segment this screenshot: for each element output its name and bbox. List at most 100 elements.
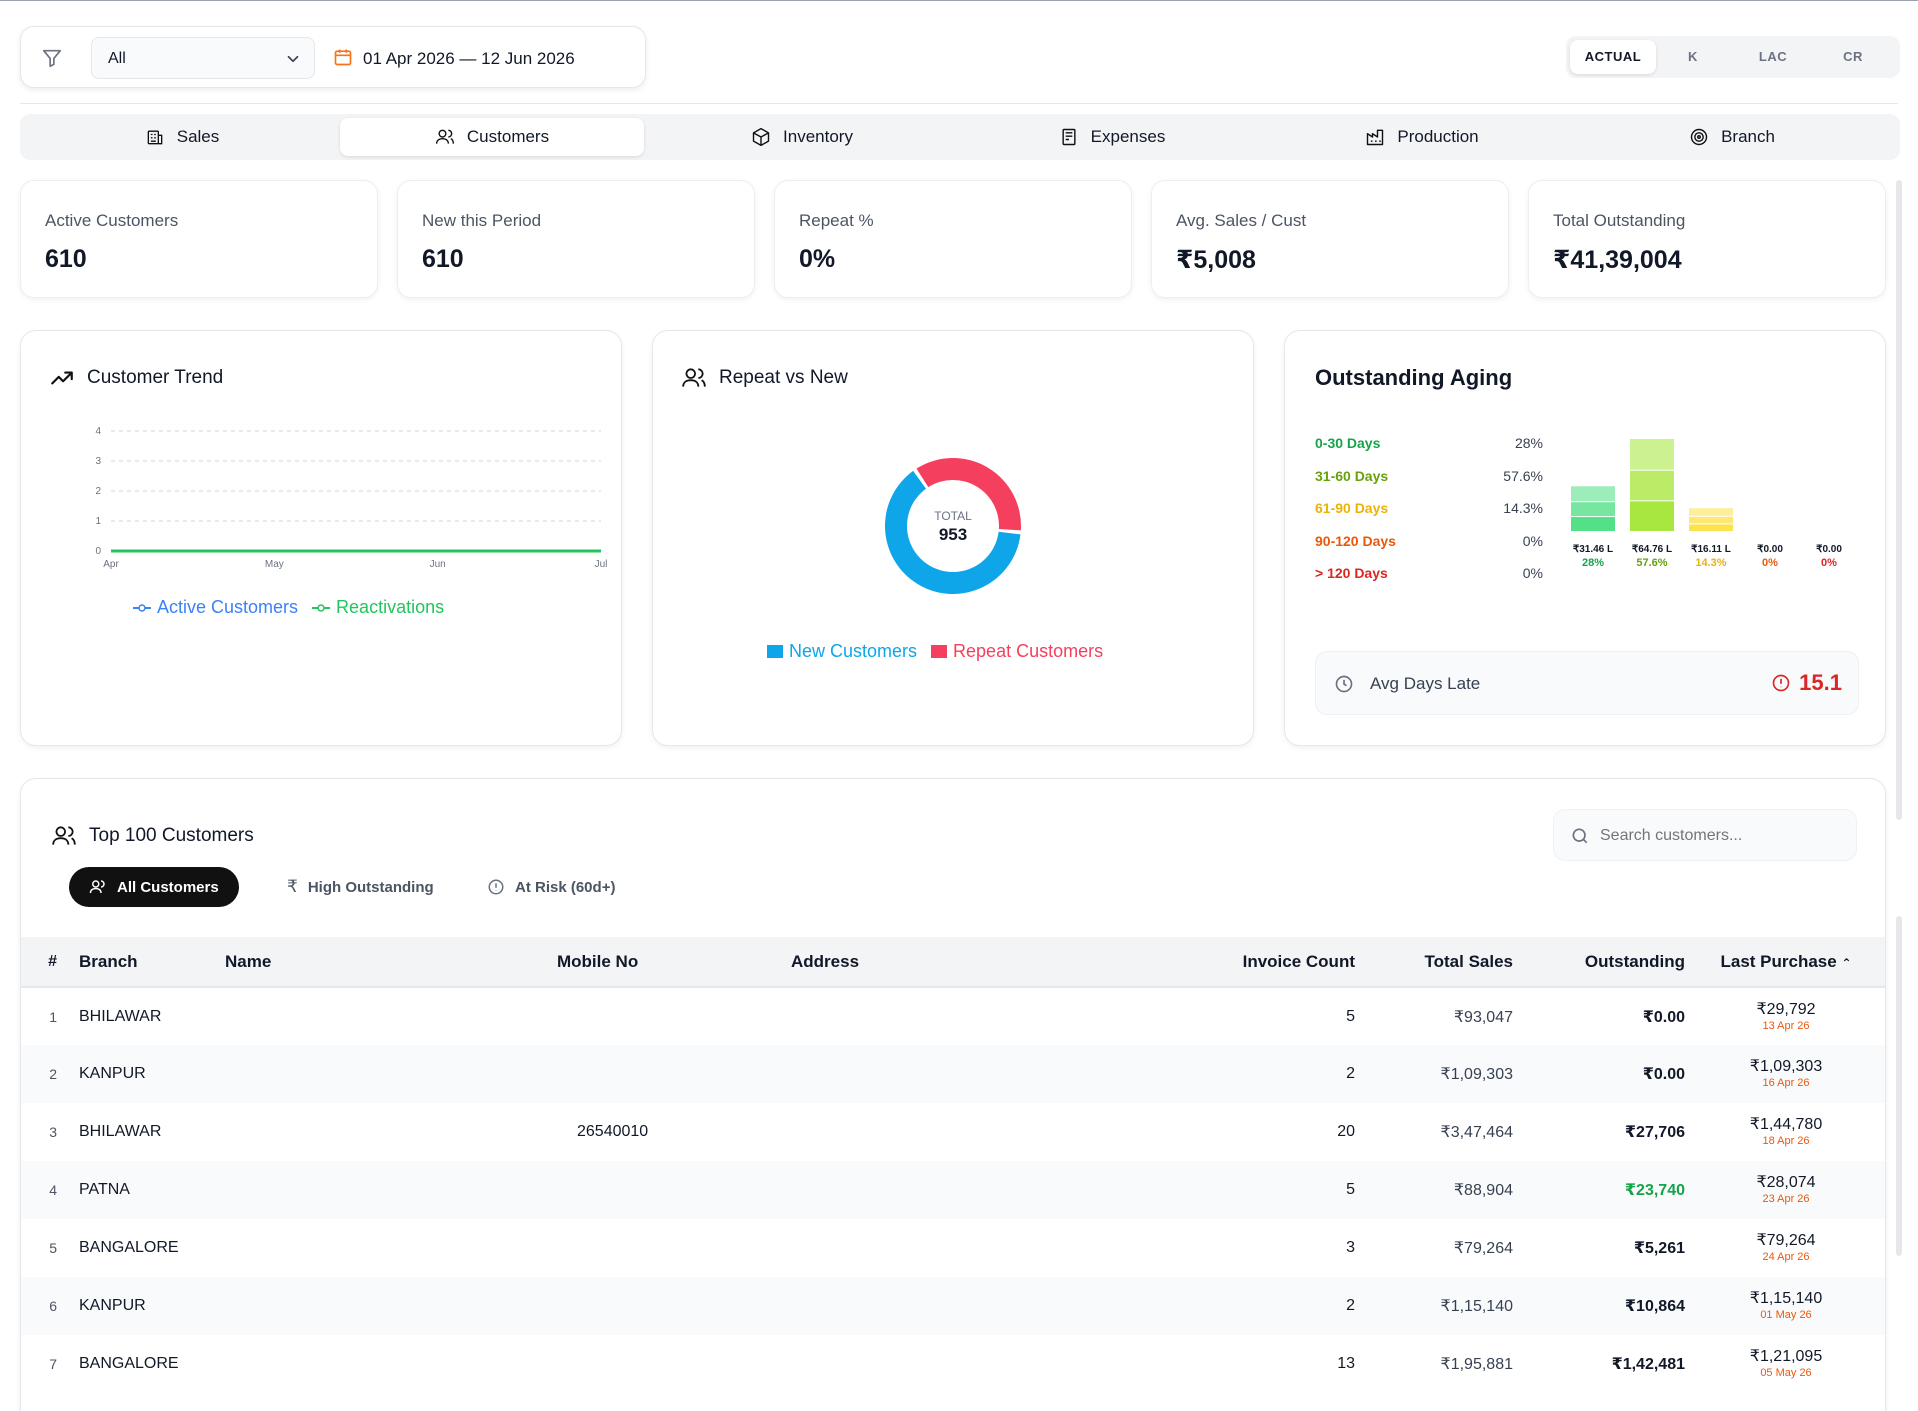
aging-bar-segment[interactable] (1571, 517, 1615, 531)
legend-swatch (767, 645, 783, 658)
col-total-sales[interactable]: Total Sales (1355, 937, 1513, 988)
donut-slice-repeat-customers[interactable] (916, 458, 1021, 531)
aging-pct-61-90: 14.3% (1503, 500, 1543, 516)
cell-outstanding: ₹0.00 (1642, 1066, 1685, 1083)
cell-invoice-count: 13 (1337, 1355, 1355, 1372)
col-branch[interactable]: Branch (67, 937, 225, 988)
filter-icon[interactable] (41, 47, 63, 69)
receipt-icon (1062, 128, 1076, 146)
x-tick-label: Jun (430, 559, 446, 570)
cell-mobile (557, 1161, 791, 1219)
aging-bar-segment[interactable] (1571, 502, 1615, 517)
cell-invoice-count: 3 (1346, 1239, 1355, 1256)
filter-high-outstanding[interactable]: ₹ High Outstanding (267, 867, 454, 907)
tab-customers[interactable]: Customers (340, 118, 644, 156)
unit-lac[interactable]: LAC (1758, 49, 1788, 64)
aging-bar-amount: ₹16.11 L (1691, 544, 1731, 555)
aging-bar-segment[interactable] (1689, 516, 1733, 524)
kpi-value: 0% (799, 245, 836, 273)
table-row[interactable]: 6 KANPUR 2 ₹1,15,140 ₹10,864 ₹1,15,140 01 May … (21, 1277, 1885, 1335)
unit-k[interactable]: K (1688, 49, 1698, 64)
legend-repeat-customers[interactable]: Repeat Customers (931, 641, 1103, 662)
top-customers-card: Top 100 Customers All Customers ₹ High O… (20, 778, 1886, 1411)
filter-at-risk[interactable]: At Risk (60d+) (467, 867, 635, 907)
cell-last-purchase: ₹1,21,095 05 May 26 (1685, 1335, 1885, 1393)
col-mobile[interactable]: Mobile No (557, 937, 791, 988)
legend-new-customers[interactable]: New Customers (767, 641, 917, 662)
col-address[interactable]: Address (791, 937, 1227, 988)
search-input[interactable] (1600, 822, 1840, 850)
last-purchase-amount: ₹1,09,303 (1749, 1058, 1823, 1075)
kpi-label: Avg. Sales / Cust (1176, 211, 1307, 230)
unit-actual[interactable]: ACTUAL (1570, 40, 1656, 74)
tab-inventory[interactable]: Inventory (650, 118, 954, 156)
clock-icon (1335, 675, 1353, 693)
tab-branch[interactable]: Branch (1580, 118, 1884, 156)
box-icon (752, 127, 770, 147)
col-last-purchase[interactable]: Last Purchase ⌃ (1685, 937, 1885, 988)
col-name[interactable]: Name (225, 937, 557, 988)
cell-outstanding: ₹0.00 (1642, 1008, 1685, 1026)
aging-bar-segment[interactable] (1571, 486, 1615, 502)
cell-mobile (557, 1277, 791, 1335)
donut-slice-new-customers[interactable] (885, 470, 1021, 594)
cell-last-purchase: ₹29,792 13 Apr 26 (1685, 987, 1885, 1045)
aging-bar-segment[interactable] (1689, 524, 1733, 531)
last-purchase-amount: ₹29,792 (1756, 1000, 1816, 1018)
cell-last-purchase: ₹79,264 24 Apr 26 (1685, 1219, 1885, 1277)
sort-up-icon: ⌃ (1841, 955, 1852, 970)
module-tabs: Sales Customers Inventory Expenses Produ… (20, 114, 1900, 160)
cell-index: 4 (49, 1182, 57, 1198)
alert-circle-icon (1772, 674, 1790, 692)
kpi-new-this-period: New this Period 610 (397, 180, 755, 298)
card-title: Customer Trend (49, 365, 223, 391)
table-row[interactable]: 3 BHILAWAR 26540010 20 ₹3,47,464 ₹27,706 ₹1,44… (21, 1103, 1885, 1161)
tab-production[interactable]: Production (1270, 118, 1574, 156)
table-row[interactable]: 4 PATNA 5 ₹88,904 ₹23,740 ₹28,074 23 Apr 26 (21, 1161, 1885, 1219)
cell-outstanding: ₹5,261 (1633, 1240, 1685, 1257)
repeat-vs-new-card: Repeat vs New TOTAL 953 New Customers Re… (652, 330, 1254, 746)
col-invoice-count[interactable]: Invoice Count (1227, 937, 1355, 988)
table-row[interactable]: 1 BHILAWAR 5 ₹93,047 ₹0.00 ₹29,792 13 Apr 26 (21, 987, 1885, 1045)
legend-active-customers[interactable]: Active Customers (133, 597, 298, 618)
branch-select[interactable]: All (91, 37, 315, 79)
y-tick-label: 4 (95, 426, 101, 437)
tab-sales[interactable]: Sales (30, 118, 334, 156)
calendar-icon[interactable] (333, 47, 353, 67)
factory-icon (1367, 129, 1384, 146)
cell-outstanding: ₹10,864 (1624, 1298, 1685, 1315)
cell-name (225, 1219, 557, 1277)
unit-toggle: ACTUAL K LAC CR (1566, 36, 1900, 78)
tab-expenses[interactable]: Expenses (960, 118, 1264, 156)
repeat-vs-new-donut (885, 458, 1021, 594)
aging-bar-segment[interactable] (1630, 501, 1674, 531)
cell-invoice-count: 2 (1346, 1297, 1355, 1314)
kpi-repeat-percent: Repeat % 0% (774, 180, 1132, 298)
cell-total-sales: ₹1,15,140 (1440, 1298, 1513, 1315)
aging-bar-segment[interactable] (1689, 508, 1733, 516)
last-purchase-date: 16 Apr 26 (1762, 1077, 1810, 1089)
tab-label: Inventory (783, 127, 853, 146)
cell-last-purchase: ₹1,09,303 16 Apr 26 (1685, 1045, 1885, 1103)
table-row[interactable]: 2 KANPUR 2 ₹1,09,303 ₹0.00 ₹1,09,303 16 Apr 26 (21, 1045, 1885, 1103)
chevron-down-icon (287, 55, 299, 63)
unit-cr[interactable]: CR (1843, 49, 1863, 64)
aging-bar-pct: 57.6% (1636, 557, 1667, 569)
col-index[interactable]: # (21, 937, 67, 988)
scrollbar[interactable] (1896, 180, 1902, 820)
avg-days-late-value: 15.1 (1799, 670, 1842, 695)
col-outstanding[interactable]: Outstanding (1513, 937, 1685, 988)
scrollbar[interactable] (1896, 916, 1902, 1256)
date-range[interactable]: 01 Apr 2026 — 12 Jun 2026 (363, 49, 575, 68)
aging-bar-amount: ₹31.46 L (1573, 544, 1613, 555)
legend-reactivations[interactable]: Reactivations (312, 597, 444, 618)
aging-bar-segment[interactable] (1630, 439, 1674, 470)
table-row[interactable]: 5 BANGALORE 3 ₹79,264 ₹5,261 ₹79,264 24 Apr 26 (21, 1219, 1885, 1277)
card-title: Repeat vs New (681, 365, 848, 391)
cell-last-purchase: ₹1,44,780 18 Apr 26 (1685, 1103, 1885, 1161)
aging-bar-segment[interactable] (1630, 470, 1674, 501)
table-row[interactable]: 7 BANGALORE 13 ₹1,95,881 ₹1,42,481 ₹1,21,095 0… (21, 1335, 1885, 1393)
aging-label-over-120: > 120 Days (1315, 565, 1388, 581)
filter-all-customers[interactable]: All Customers (69, 867, 239, 907)
cell-total-sales: ₹3,47,464 (1440, 1124, 1513, 1141)
